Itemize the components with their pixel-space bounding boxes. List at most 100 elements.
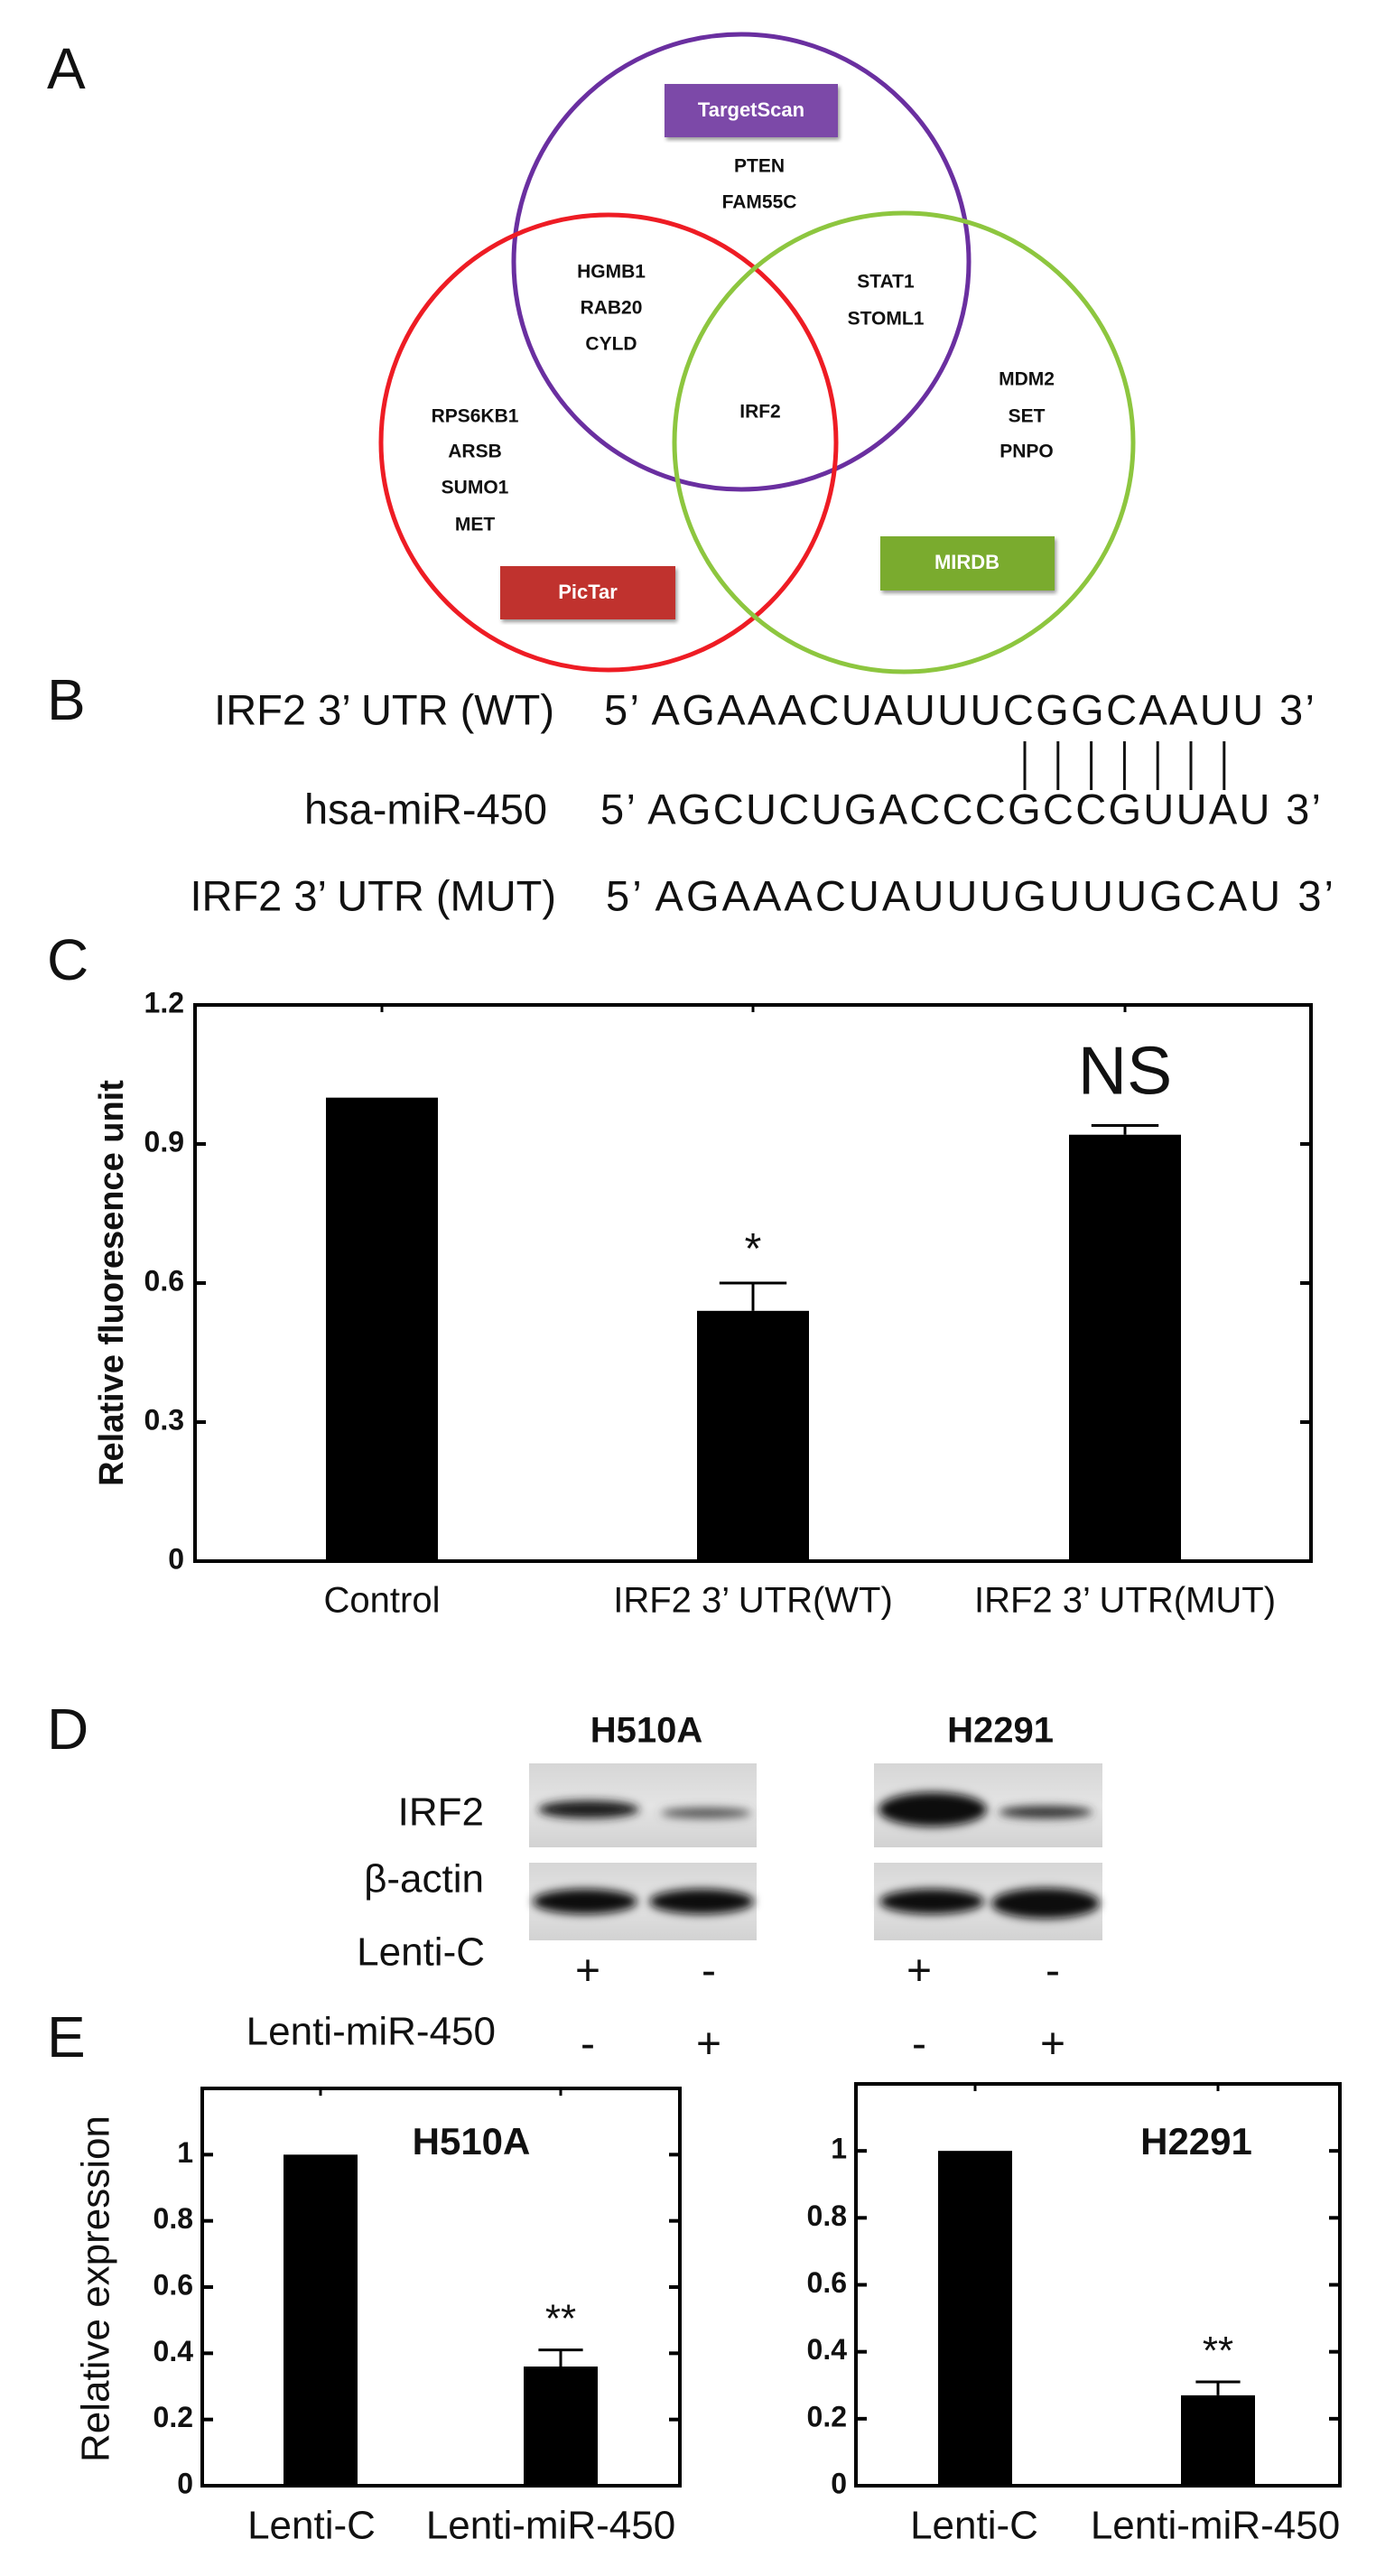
chart-e-h510a-bar [524, 2367, 598, 2486]
chart-c-bar [1069, 1134, 1181, 1561]
sequence-alignment: IRF2 3’ UTR (WT) 5’ AGAAACUAUUUCGGCAAUU … [190, 685, 1334, 919]
chart-c-luciferase: Control * IRF2 3’ UTR(WT) NS IRF2 3’ UTR(MUT… [144, 986, 1313, 1621]
chart-e-h2291-bar [1181, 2395, 1255, 2486]
chart-c-x-tick-label: IRF2 3’ UTR(WT) [613, 1581, 893, 1621]
cell-line-label: H510A [590, 1711, 703, 1751]
chart-c-bar [326, 1097, 438, 1561]
chart-e-h2291-y-tick-label: 0.8 [807, 2199, 847, 2232]
condition-label-lenti-mir450: Lenti-miR-450 [246, 2010, 496, 2054]
gene-label: STOML1 [848, 309, 925, 330]
condition-label-lenti-c: Lenti-C [357, 1930, 485, 1975]
chart-c-y-tick-label: 0.3 [144, 1403, 184, 1436]
chart-c-y-tick-label: 0 [168, 1542, 184, 1575]
gene-label: FAM55C [722, 192, 797, 213]
pictar-label-box [500, 566, 675, 619]
chart-e-h2291-y-tick-label: 0.4 [807, 2333, 848, 2366]
western-blot: H510A H2291 IRF2 β-actin Lenti-C Lenti-m… [246, 1711, 1102, 2069]
chart-e-h510a-y-tick-label: 1 [177, 2136, 193, 2169]
condition-mark: - [912, 2021, 926, 2069]
chart-e-h2291-y-tick-label: 0.6 [807, 2266, 847, 2299]
gene-label: IRF2 [739, 402, 781, 423]
gene-label: RAB20 [581, 298, 643, 319]
chart-e-h510a: Lenti-C ** Lenti-miR-450 0 0.2 0.4 0.6 0.8 1 [153, 2087, 682, 2548]
chart-e-h2291-x-tick-label: Lenti-C [910, 2504, 1038, 2548]
mirdb-label-box [880, 536, 1055, 591]
band [538, 1800, 639, 1818]
gene-label: HGMB1 [577, 262, 646, 283]
band [649, 1889, 754, 1914]
chart-e-h2291-axes-frame [854, 2082, 1342, 2488]
chart-e-h510a-bar [284, 2154, 358, 2486]
sequence-label-mirna: hsa-miR-450 [304, 785, 547, 832]
chart-e-h510a-x-tick-label: Lenti-miR-450 [426, 2504, 675, 2548]
chart-e-h2291-significance-label: ** [1203, 2329, 1233, 2373]
chart-c-significance-label: * [745, 1225, 762, 1273]
panel-label-e: E [47, 2004, 86, 2069]
chart-e-ylabel: Relative expression [74, 2116, 118, 2462]
chart-e-h2291-x-tick-label: Lenti-miR-450 [1091, 2504, 1340, 2548]
venn-circle-mirdb [672, 210, 1136, 674]
panel-label-b: B [47, 667, 86, 732]
chart-e-h2291-bar [938, 2151, 1012, 2486]
chart-c-x-tick-label: Control [324, 1581, 441, 1621]
cell-line-label: H2291 [947, 1711, 1054, 1751]
panel-label-a: A [47, 36, 86, 101]
condition-mark: + [575, 1948, 600, 1995]
band [991, 1888, 1100, 1919]
chart-c-bar [697, 1310, 809, 1561]
sequence-mut: 5’ AGAAACUAUUUGUUUGCAU 3’ [606, 871, 1334, 919]
panel-label-d: D [47, 1697, 88, 1762]
panel-label-c: C [47, 927, 88, 992]
protein-label-irf2: IRF2 [398, 1790, 484, 1835]
band [661, 1808, 751, 1818]
pictar-label: PicTar [558, 581, 618, 603]
base-pair-lines [1023, 741, 1226, 790]
condition-mark: + [906, 1948, 932, 1995]
chart-e-h2291-y-tick-label: 1 [831, 2133, 847, 2165]
venn-diagram: TargetScan PicTar MIRDB PTEN FAM55C HGMB… [378, 32, 1136, 674]
sequence-mirna: 5’ AGCUCUGACCCGCCGUUAU 3’ [600, 785, 1321, 832]
chart-c-y-tick-label: 0.6 [144, 1264, 184, 1297]
gene-label: RPS6KB1 [432, 406, 519, 427]
band [879, 1889, 984, 1914]
chart-c-y-tick-label: 0.9 [144, 1125, 184, 1158]
sequence-wt: 5’ AGAAACUAUUUCGGCAAUU 3’ [604, 685, 1315, 733]
chart-c-significance-label: NS [1078, 1032, 1172, 1108]
band [879, 1792, 987, 1827]
gene-label: PTEN [734, 156, 785, 177]
venn-circle-targetscan [511, 32, 972, 492]
condition-mark: + [1040, 2021, 1065, 2069]
band [999, 1806, 1092, 1818]
chart-e-h510a-y-tick-label: 0.6 [153, 2268, 193, 2301]
chart-e-title-h2291: H2291 [1140, 2120, 1252, 2162]
chart-e-h2291-y-tick-label: 0 [831, 2467, 847, 2499]
chart-e-h510a-significance-label: ** [545, 2297, 576, 2341]
chart-c-x-tick-label: IRF2 3’ UTR(MUT) [974, 1581, 1276, 1621]
sequence-label-mut: IRF2 3’ UTR (MUT) [190, 871, 556, 919]
gene-label: SET [1009, 406, 1046, 427]
gene-label: SUMO1 [442, 478, 509, 498]
chart-e-h2291: Lenti-C ** Lenti-miR-450 0 0.2 0.4 0.6 0.8 1 [807, 2082, 1342, 2548]
chart-e-h510a-y-tick-label: 0.8 [153, 2202, 193, 2235]
venn-circle-pictar [378, 212, 839, 673]
chart-c-ylabel: Relative fluoresence unit [93, 1080, 131, 1486]
gene-label: STAT1 [857, 272, 915, 293]
gene-label: MDM2 [999, 369, 1055, 390]
chart-e-h2291-y-tick-label: 0.2 [807, 2400, 847, 2432]
condition-mark: + [696, 2021, 721, 2069]
chart-e-title-h510a: H510A [413, 2120, 531, 2162]
condition-mark: - [1046, 1948, 1060, 1995]
gene-label: PNPO [999, 442, 1054, 462]
gene-label: CYLD [585, 334, 637, 355]
mirdb-label: MIRDB [934, 551, 999, 573]
targetscan-label-box [665, 84, 838, 137]
gene-label: ARSB [448, 442, 502, 462]
chart-e-h510a-y-tick-label: 0.4 [153, 2335, 194, 2367]
band [533, 1889, 637, 1914]
gene-label: MET [455, 515, 496, 535]
chart-e-h510a-x-tick-label: Lenti-C [247, 2504, 376, 2548]
chart-c-y-tick-label: 1.2 [144, 986, 184, 1018]
targetscan-label: TargetScan [698, 98, 804, 121]
